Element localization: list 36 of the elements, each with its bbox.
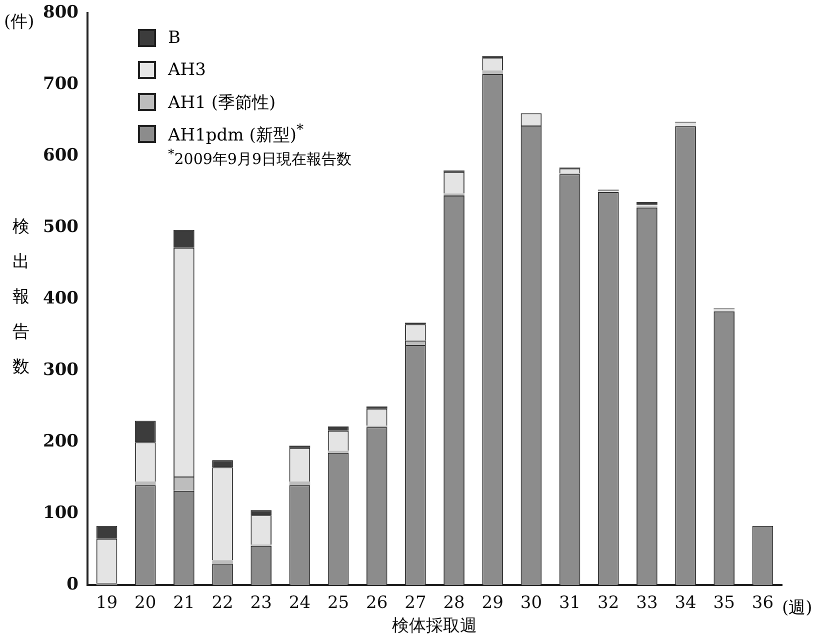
y-tick-label: 100 [42,503,79,524]
x-tick-label: 27 [404,592,426,613]
x-tick-label: 33 [636,592,658,613]
x-tick-label: 28 [443,592,465,613]
x-axis-title: 検体採取週 [392,616,478,636]
x-tick-label: 24 [288,592,311,613]
y-tick-label: 300 [42,360,79,380]
annotation: $^{*}$2009年9月9日現在報告数 [168,146,352,169]
x-tick-label: 31 [558,592,581,613]
text: (週) [782,597,812,619]
x-tick-label: 19 [96,592,118,613]
legend-label: AH1 (季節性) [168,92,276,114]
y-tick-label: 0 [66,574,79,595]
legend-label: B [168,28,180,48]
x-tick-label: 21 [173,592,195,613]
x-tick-label: 25 [327,592,350,613]
x-tick-label: 34 [674,592,696,613]
y-tick-label: 200 [42,432,79,452]
y-tick-label: 400 [42,288,79,309]
y-tick-label: 700 [42,74,79,94]
x-tick-label: 26 [366,592,388,613]
x-tick-label: 32 [598,592,620,613]
legend-label: AH1pdm (新型)$^{*}$ [168,122,304,146]
x-tick-label: 23 [250,592,272,613]
text: (件) [4,11,34,33]
x-tick-label: 29 [482,592,504,613]
y-tick-label: 600 [42,146,79,166]
x-tick-label: 22 [212,592,234,613]
y-tick-label: 500 [42,217,79,238]
x-tick-label: 20 [134,592,156,613]
y-tick-label: 800 [42,2,79,23]
x-tick-label: 36 [752,592,774,613]
y-axis-title: 検出報告数 [12,216,30,379]
x-tick-label: 35 [713,592,735,613]
x-tick-label: 30 [520,592,542,613]
legend-label: AH3 [168,60,206,80]
